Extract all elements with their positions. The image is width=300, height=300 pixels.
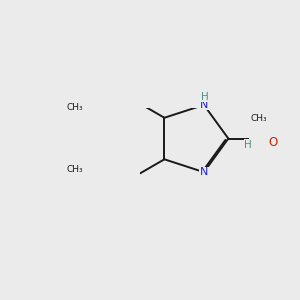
Text: O: O: [268, 136, 278, 149]
Text: H: H: [244, 140, 252, 150]
Text: N: N: [200, 100, 208, 110]
Text: H: H: [201, 92, 209, 102]
Text: N: N: [200, 167, 208, 177]
Text: CH₃: CH₃: [67, 103, 83, 112]
Text: CH₃: CH₃: [67, 165, 83, 174]
Text: CH₃: CH₃: [250, 114, 267, 123]
